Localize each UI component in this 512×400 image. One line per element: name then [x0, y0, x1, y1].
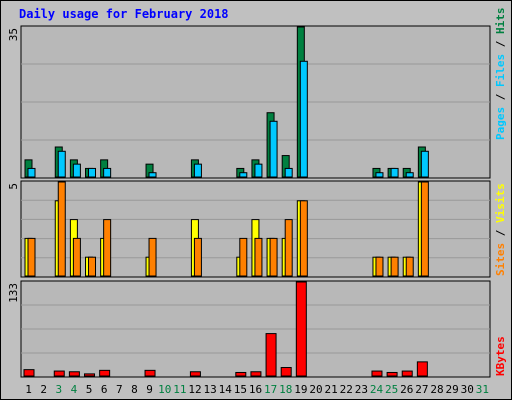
- bar-sites-day-27: [420, 181, 429, 277]
- x-tick-label-10: 10: [158, 383, 171, 396]
- x-tick-label-20: 20: [309, 383, 322, 396]
- x-tick-label-2: 2: [40, 383, 47, 396]
- bar-sites-day-3: [57, 181, 66, 277]
- bar-sites-day-9: [148, 237, 157, 277]
- bar-files-day-18: [284, 167, 293, 178]
- bar-files-day-27: [420, 150, 429, 178]
- y-max-label: 35: [7, 28, 20, 41]
- bar-kbytes-day-24: [371, 370, 383, 377]
- x-tick-label-23: 23: [355, 383, 368, 396]
- bar-sites-day-15: [239, 237, 248, 277]
- legend-item-pages: Pages: [494, 107, 507, 140]
- chart-title: Daily usage for February 2018: [19, 7, 229, 21]
- legend-item-hits: Hits: [494, 8, 507, 41]
- x-tick-label-27: 27: [415, 383, 428, 396]
- x-tick-label-31: 31: [476, 383, 489, 396]
- bar-files-day-12: [193, 163, 202, 178]
- bar-sites-day-1: [27, 237, 36, 277]
- bar-kbytes-day-15: [235, 371, 247, 377]
- bar-files-day-3: [57, 150, 66, 178]
- x-tick-label-24: 24: [370, 383, 384, 396]
- x-tick-label-8: 8: [131, 383, 138, 396]
- bar-kbytes-day-9: [144, 369, 156, 377]
- bar-sites-day-17: [269, 237, 278, 277]
- bar-files-day-9: [148, 172, 157, 178]
- x-tick-label-17: 17: [264, 383, 277, 396]
- legend-visits-sites: Sites / Visits: [494, 183, 507, 276]
- bar-sites-day-26: [405, 256, 414, 277]
- bar-files-day-15: [239, 172, 248, 178]
- x-tick-label-16: 16: [249, 383, 262, 396]
- bar-files-day-5: [88, 167, 97, 178]
- bar-sites-day-5: [88, 256, 97, 277]
- x-tick-label-30: 30: [461, 383, 474, 396]
- legend-item-sites: Sites: [494, 243, 507, 276]
- bar-files-day-17: [269, 120, 278, 178]
- bar-sites-day-19: [299, 200, 308, 277]
- y-max-label: 5: [7, 183, 20, 190]
- x-tick-label-14: 14: [219, 383, 233, 396]
- x-tick-label-1: 1: [25, 383, 32, 396]
- bar-sites-day-4: [72, 237, 81, 277]
- bar-files-day-19: [299, 60, 308, 178]
- x-tick-label-19: 19: [294, 383, 307, 396]
- bar-sites-day-25: [390, 256, 399, 277]
- bar-files-day-26: [405, 172, 414, 178]
- legend-item-files: Files: [494, 54, 507, 94]
- bar-files-day-16: [254, 163, 263, 178]
- bar-kbytes-day-5: [84, 373, 96, 377]
- x-tick-label-12: 12: [188, 383, 201, 396]
- legend-item-visits: Visits: [494, 183, 507, 229]
- legend-item-separator: /: [494, 40, 507, 54]
- bar-files-day-24: [375, 172, 384, 178]
- x-tick-label-13: 13: [203, 383, 216, 396]
- x-tick-label-5: 5: [86, 383, 93, 396]
- bar-kbytes-day-16: [250, 371, 262, 377]
- legend-hits-files-pages: Pages / Files / Hits: [494, 8, 507, 141]
- bar-kbytes-day-12: [189, 371, 201, 377]
- bar-kbytes-day-25: [386, 371, 398, 377]
- bar-sites-day-6: [103, 219, 112, 277]
- bar-sites-day-12: [193, 237, 202, 277]
- x-tick-label-3: 3: [56, 383, 63, 396]
- bar-kbytes-day-17: [265, 333, 277, 377]
- x-tick-label-9: 9: [146, 383, 153, 396]
- bar-files-day-25: [390, 167, 399, 178]
- bar-kbytes-day-18: [280, 367, 292, 377]
- x-tick-label-25: 25: [385, 383, 398, 396]
- x-tick-label-18: 18: [279, 383, 292, 396]
- bar-kbytes-day-6: [99, 369, 111, 377]
- legend-item-kbytes: KBytes: [494, 336, 507, 376]
- bar-kbytes-day-1: [23, 369, 35, 377]
- legend-item-separator: /: [494, 93, 507, 107]
- legend-kbytes: KBytes: [494, 336, 507, 376]
- bar-sites-day-16: [254, 237, 263, 277]
- bar-kbytes-day-4: [68, 371, 80, 377]
- x-tick-label-21: 21: [325, 383, 338, 396]
- bar-kbytes-day-26: [401, 370, 413, 377]
- x-tick-label-28: 28: [430, 383, 443, 396]
- x-tick-label-15: 15: [234, 383, 247, 396]
- bar-kbytes-day-3: [53, 370, 65, 377]
- y-max-label: 133: [7, 283, 20, 303]
- bar-sites-day-18: [284, 219, 293, 277]
- x-tick-label-4: 4: [71, 383, 78, 396]
- x-tick-label-26: 26: [400, 383, 413, 396]
- x-tick-label-11: 11: [173, 383, 186, 396]
- bar-files-day-6: [103, 167, 112, 178]
- legend-item-separator: /: [494, 229, 507, 243]
- x-tick-label-29: 29: [446, 383, 459, 396]
- x-tick-label-22: 22: [340, 383, 353, 396]
- bar-files-day-1: [27, 167, 36, 178]
- bar-files-day-4: [72, 163, 81, 178]
- x-tick-label-6: 6: [101, 383, 108, 396]
- x-tick-label-7: 7: [116, 383, 123, 396]
- bar-kbytes-day-27: [416, 361, 428, 377]
- bar-kbytes-day-19: [295, 281, 307, 377]
- bar-sites-day-24: [375, 256, 384, 277]
